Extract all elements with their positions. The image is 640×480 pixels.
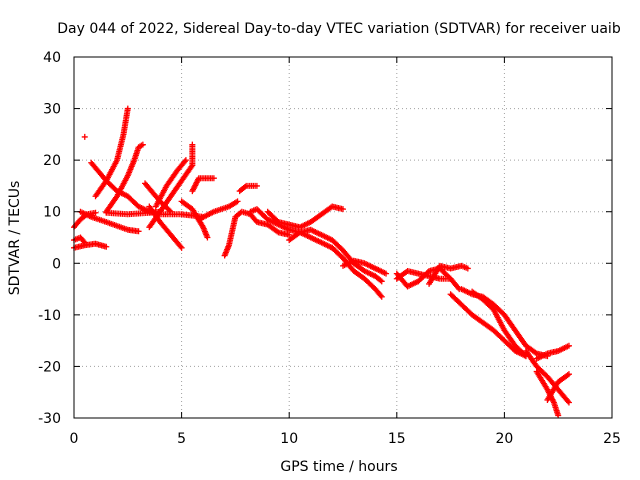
series-track-i (146, 203, 185, 251)
data-point (286, 231, 293, 238)
y-tick-label: -10 (38, 308, 61, 324)
data-point (135, 228, 142, 235)
data-point (178, 244, 185, 251)
series-track-af (544, 371, 572, 403)
y-axis-label: SDTVAR / TECUs (7, 181, 23, 296)
data-point (378, 293, 385, 300)
data-point (124, 105, 131, 112)
x-tick-label: 25 (603, 431, 621, 447)
plot-frame (73, 56, 613, 419)
data-point (210, 175, 217, 182)
y-tick-label: 30 (43, 102, 61, 118)
series-track-l (152, 157, 189, 210)
series-track-s (264, 203, 346, 231)
data-point (565, 342, 572, 349)
data-point (103, 243, 110, 250)
data-point (565, 399, 572, 406)
series-track-m (189, 175, 217, 195)
data-point (455, 284, 462, 291)
data-point (189, 141, 196, 148)
data-point (204, 234, 211, 241)
data-point (181, 158, 188, 165)
data-point (253, 182, 260, 189)
y-tick-label: 40 (43, 50, 61, 66)
series-track-q (236, 182, 260, 195)
data-point (80, 238, 87, 245)
data-point (295, 230, 302, 237)
chart-title: Day 044 of 2022, Sidereal Day-to-day VTE… (57, 21, 621, 37)
x-tick-label: 5 (177, 431, 186, 447)
data-point (378, 278, 385, 285)
x-tick-label: 20 (495, 431, 513, 447)
series-track-ab (469, 288, 529, 360)
y-tick-label: -30 (38, 411, 61, 427)
y-tick-label: 20 (43, 153, 61, 169)
data-point (377, 292, 384, 299)
data-point (166, 207, 173, 214)
data-point (274, 228, 281, 235)
data-point (464, 265, 471, 272)
series-track-d (77, 208, 142, 235)
x-tick-label: 10 (280, 431, 298, 447)
data-point (340, 206, 346, 213)
data-point (81, 133, 88, 140)
data-point (532, 349, 539, 356)
series-track-k (146, 141, 196, 231)
x-tick-label: 0 (70, 431, 79, 447)
data-point (555, 412, 562, 419)
data-point (377, 277, 384, 284)
data-point (167, 208, 174, 215)
y-tick-label: 0 (52, 256, 61, 272)
data-point (81, 239, 88, 246)
y-tick-label: -20 (38, 359, 61, 375)
data-point (92, 209, 99, 216)
x-axis-label: GPS time / hours (280, 459, 397, 475)
data-point (182, 157, 189, 164)
series-track-ac (533, 342, 572, 362)
series-track-y (426, 262, 471, 287)
x-tick-label: 15 (388, 431, 406, 447)
series-track-o (195, 198, 241, 223)
data-point (564, 398, 571, 405)
data-point (234, 198, 241, 205)
series-track-v (340, 257, 390, 277)
data-point (383, 270, 390, 277)
y-tick-label: 10 (43, 205, 61, 221)
series-track-g (103, 141, 146, 215)
data-point (564, 372, 571, 379)
series-outlier (81, 133, 88, 140)
data-point (139, 141, 146, 148)
data-point (177, 243, 184, 250)
data-point (241, 183, 248, 190)
series-track-aa (447, 291, 529, 360)
data-points (71, 105, 572, 419)
data-point (565, 371, 572, 378)
axis-ticks: 0 5 10 15 20 25 -30 -20 -10 0 10 20 30 40 (38, 50, 621, 447)
series-track-e (92, 105, 131, 200)
